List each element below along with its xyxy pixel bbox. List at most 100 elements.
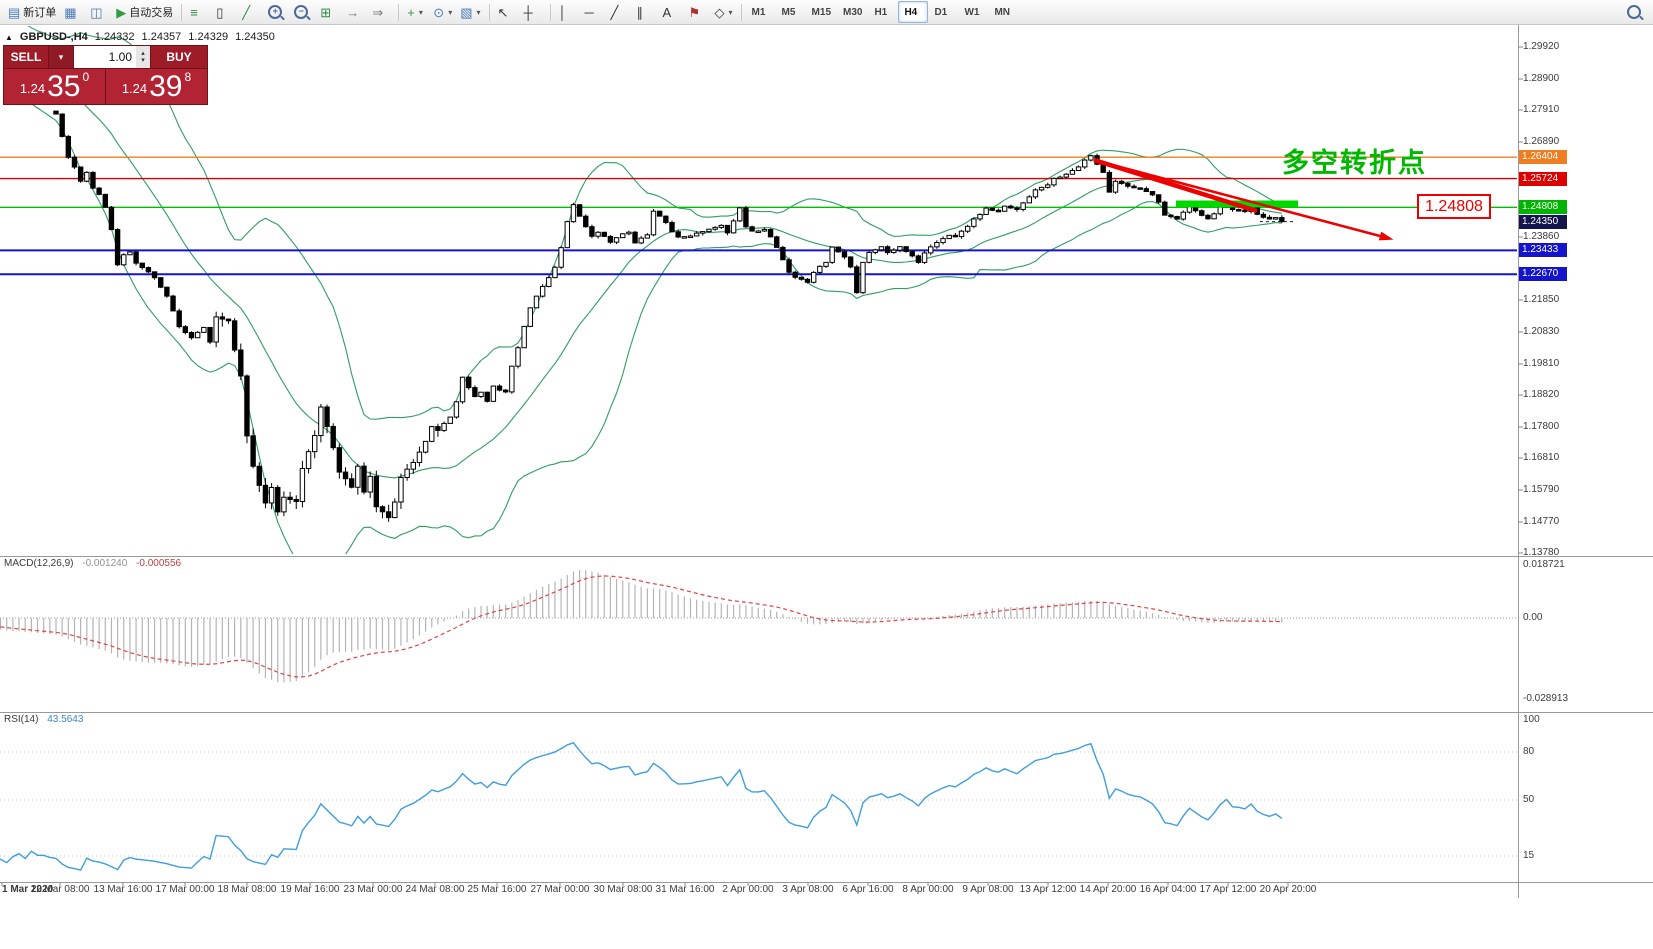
trend-arrow-line[interactable] <box>1093 158 1381 238</box>
periods-button[interactable]: ⊙ ▾ <box>429 1 456 23</box>
chart-shift-button[interactable]: ⇒ <box>368 1 394 23</box>
chevron-down-icon: ▾ <box>418 7 423 17</box>
chart-objects <box>1093 157 1394 241</box>
timeframe-h4-button[interactable]: H4 <box>898 1 929 23</box>
timeframe-m1-button[interactable]: M1 <box>751 6 766 18</box>
chart-annotation-text[interactable]: 多空转折点 <box>1282 148 1427 178</box>
cursor-button[interactable]: ↖ <box>494 1 520 23</box>
autotrading-play-icon: ▶ <box>116 4 127 20</box>
date-label: 31 Mar 16:00 <box>655 884 715 895</box>
stepper-up-icon: ▴ <box>141 49 145 57</box>
text-button[interactable]: A <box>659 1 685 23</box>
volume-dropdown-button[interactable]: ▾ <box>48 46 74 68</box>
date-label: 20 Apr 20:00 <box>1259 884 1317 895</box>
buy-price-small: 1.24 <box>121 81 148 96</box>
price-tick-label: 1.13780 <box>1523 547 1560 558</box>
zoom-in-button[interactable]: + <box>264 1 290 23</box>
bar-chart-button[interactable]: ≡ <box>186 1 212 23</box>
shapes-button[interactable]: ◇ ▾ <box>711 1 737 23</box>
auto-scroll-icon: → <box>346 4 360 20</box>
line-chart-button[interactable]: ╱ <box>238 1 264 23</box>
date-label: 19 Mar 16:00 <box>280 884 340 895</box>
timeframe-h1-button[interactable]: H1 <box>874 6 888 18</box>
equidistant-channel-icon: ∥ <box>636 4 644 20</box>
price-tick-label: 1.29920 <box>1523 41 1560 52</box>
timeframe-m15-button[interactable]: M15 <box>811 6 831 18</box>
price-tick-label: 1.20830 <box>1523 325 1560 337</box>
trend-arrow-head <box>1378 231 1394 241</box>
date-label: 24 Mar 08:00 <box>405 884 465 895</box>
zoom-out-button[interactable]: − <box>290 1 316 23</box>
search-button[interactable] <box>1623 1 1649 23</box>
tile-windows-icon: ⊞ <box>320 4 332 20</box>
one-click-trading-panel: SELL ▾ ▴ ▾ BUY 1.24 35 0 1.24 39 8 <box>3 45 208 105</box>
auto-scroll-button[interactable]: → <box>342 1 368 23</box>
ohlc-low: 1.24329 <box>188 31 229 43</box>
volume-input[interactable] <box>74 46 136 68</box>
volume-stepper[interactable]: ▴ ▾ <box>136 46 151 68</box>
tile-windows-button[interactable]: ⊞ <box>316 1 342 23</box>
crosshair-button[interactable]: ┼ <box>520 1 546 23</box>
price-tick-label: 1.26890 <box>1523 135 1560 147</box>
templates-button[interactable]: ▧ ▾ <box>456 1 484 23</box>
date-label: 9 Apr 08:00 <box>962 884 1014 895</box>
vertical-line-button[interactable]: │ <box>555 1 581 23</box>
macd-indicator <box>0 569 1517 683</box>
rsi-name: RSI(14) <box>4 714 39 725</box>
bollinger-lower-band[interactable] <box>12 94 1282 569</box>
sell-price[interactable]: 1.24 35 0 <box>4 69 106 104</box>
toolbar-separator <box>398 3 400 21</box>
bollinger-upper-band[interactable] <box>13 17 1282 420</box>
charts-button[interactable]: ▦ <box>60 1 86 23</box>
bollinger-middle-band[interactable] <box>12 55 1282 479</box>
timeframe-mn-button[interactable]: MN <box>994 6 1011 18</box>
rsi-axis-label: 80 <box>1523 746 1535 757</box>
autotrading-button[interactable]: ▶ 自动交易 <box>112 1 177 23</box>
price-tick-label: 1.23860 <box>1523 230 1560 242</box>
bar-chart-icon: ≡ <box>190 4 198 20</box>
candlestick-chart-button[interactable]: ▯ <box>212 1 238 23</box>
buy-price[interactable]: 1.24 39 8 <box>106 69 207 104</box>
toolbar-separator <box>740 3 742 21</box>
price-tick-label: 1.18820 <box>1523 388 1560 400</box>
indicators-button[interactable]: + ▾ <box>403 1 429 23</box>
rsi-axis-label: 50 <box>1523 794 1535 805</box>
trendline-icon: ╱ <box>610 4 619 20</box>
date-label: 27 Mar 00:00 <box>530 884 590 895</box>
price-tick-label: 1.27910 <box>1523 104 1560 115</box>
horizontal-line-icon: ─ <box>584 4 594 20</box>
timeframe-m5-button[interactable]: M5 <box>781 6 796 18</box>
timeframe-w1-button[interactable]: W1 <box>964 6 980 18</box>
zoom-out-icon: − <box>294 5 309 19</box>
sell-button[interactable]: SELL <box>10 50 42 64</box>
toolbar-separator <box>549 3 551 21</box>
date-label: 1 Mar 2020 <box>2 884 54 895</box>
trendline-button[interactable]: ╱ <box>607 1 633 23</box>
magnifier-sign: + <box>272 6 278 17</box>
price-tag-label[interactable]: 1.24808 <box>1417 194 1491 219</box>
level-label-1-24808: 1.24808 <box>1519 200 1567 215</box>
date-label: 2 Apr 00:00 <box>722 884 774 895</box>
main-toolbar: ▤ 新订单 ▦ ◫ ▶ 自动交易 ≡ ▯ ╱ + − ⊞ → ⇒ + ▾ ⊙ ▾ ▧ ▾ ↖ ┼ │ ─ ╱ ∥ A ⚑ ◇ ▾ M1 M5 M… <box>0 0 1653 25</box>
date-label: 6 Apr 16:00 <box>842 884 894 895</box>
crosshair-icon: ┼ <box>523 4 533 20</box>
vertical-line-icon: │ <box>558 4 567 20</box>
buy-button[interactable]: BUY <box>166 50 192 64</box>
timeframe-d1-button[interactable]: D1 <box>934 6 948 18</box>
channel-button[interactable]: ∥ <box>633 1 659 23</box>
arrows-button[interactable]: ⚑ <box>685 1 711 23</box>
symbol-collapse-icon[interactable]: ▲ <box>5 32 13 42</box>
horizontal-line-button[interactable]: ─ <box>581 1 607 23</box>
timeframe-m30-button[interactable]: M30 <box>843 6 863 18</box>
level-label-1-23433: 1.23433 <box>1519 243 1567 258</box>
toolbar-separator <box>181 3 183 21</box>
macd-name: MACD(12,26,9) <box>4 558 74 569</box>
chevron-down-icon: ▾ <box>58 51 64 62</box>
date-label: 23 Mar 00:00 <box>343 884 403 895</box>
new-order-button[interactable]: ▤ 新订单 <box>4 1 60 23</box>
profiles-button[interactable]: ◫ <box>86 1 112 23</box>
autotrading-button-label: 自动交易 <box>129 7 174 19</box>
chart-window-icon: ▦ <box>64 4 77 20</box>
date-label: 25 Mar 16:00 <box>467 884 527 895</box>
